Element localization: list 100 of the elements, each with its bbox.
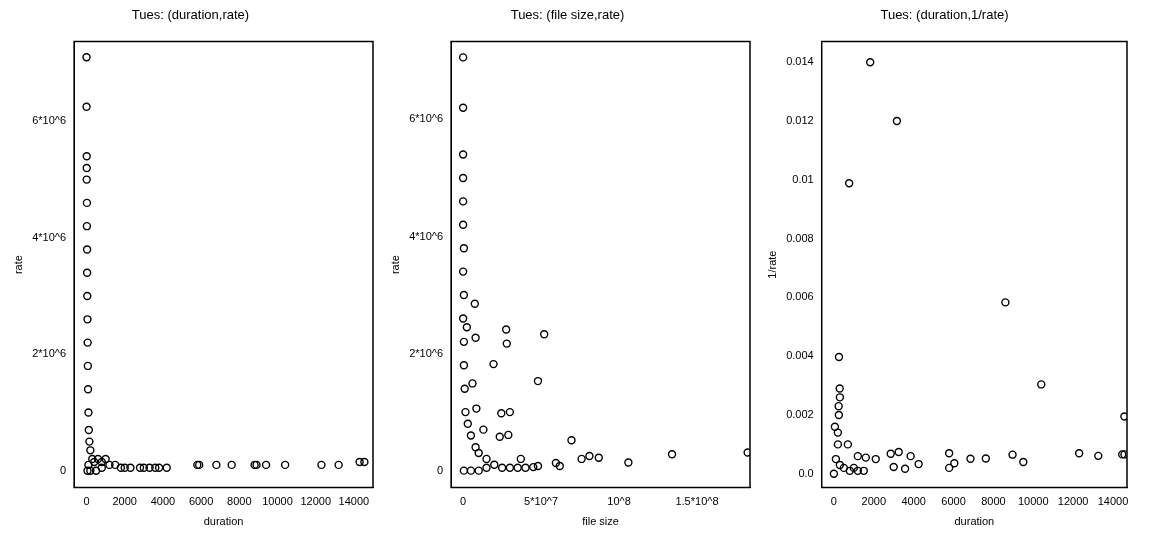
point (833, 428, 843, 437)
point (1037, 380, 1046, 389)
point (317, 460, 326, 470)
point (834, 410, 844, 420)
chart-title: Tues: (duration,rate) (131, 7, 250, 23)
point (981, 454, 991, 463)
point (458, 314, 468, 323)
point (844, 179, 854, 188)
point (212, 460, 221, 470)
point (834, 352, 844, 362)
point (497, 463, 507, 472)
point (667, 450, 677, 459)
y-tick-label: 0.004 (786, 349, 814, 362)
y-tick-label: 6*10^6 (32, 114, 67, 127)
y-tick-label: 4*10^6 (409, 229, 444, 242)
x-tick-label: 14000 (1097, 495, 1129, 508)
point (966, 454, 975, 463)
point (83, 338, 92, 347)
point (497, 409, 506, 418)
point (470, 299, 480, 309)
point (950, 459, 959, 468)
x-tick-label: 0 (460, 495, 467, 508)
point (529, 462, 538, 472)
x-tick-label: 12000 (1057, 495, 1089, 508)
point (853, 451, 863, 461)
point (460, 384, 469, 393)
point (82, 163, 91, 173)
point (521, 463, 530, 472)
point (1008, 450, 1017, 459)
point (482, 463, 491, 472)
point (135, 463, 145, 472)
point (459, 337, 469, 347)
point (502, 339, 511, 348)
point (533, 461, 543, 471)
point (84, 408, 93, 417)
point (585, 451, 594, 461)
point (843, 440, 853, 449)
y-tick-label: 0 (59, 463, 67, 476)
point (86, 466, 95, 475)
point (261, 460, 271, 470)
point (463, 419, 472, 428)
y-tick-label: 0.01 (792, 172, 814, 185)
point (906, 451, 915, 461)
x-tick-label: 5*10^7 (524, 495, 559, 508)
chart-title: Tues: (duration,1/rate) (880, 7, 1009, 23)
point (82, 268, 92, 277)
x-tick-label: 10^8 (607, 495, 631, 508)
point (944, 463, 954, 473)
point (474, 466, 483, 475)
x-tick-label: 0 (830, 495, 837, 508)
point (126, 463, 135, 472)
point (839, 463, 849, 473)
point (85, 437, 94, 446)
x-tick-label: 2000 (861, 495, 887, 508)
point (461, 407, 470, 417)
y-tick-label: 0.008 (786, 231, 814, 244)
point (516, 454, 526, 464)
x-tick-label: 4000 (901, 495, 926, 508)
point (88, 454, 97, 464)
point (360, 457, 369, 467)
point (280, 460, 290, 470)
x-tick-label: 8000 (981, 495, 1006, 508)
x-tick-label: 4000 (150, 495, 176, 508)
point (93, 454, 103, 464)
point (89, 457, 99, 467)
point (504, 430, 513, 440)
point (894, 447, 903, 457)
y-tick-label: 6*10^6 (409, 112, 444, 125)
point (501, 325, 511, 334)
point (82, 53, 91, 62)
point (105, 460, 114, 470)
point (97, 463, 107, 472)
point (91, 466, 101, 475)
point (555, 461, 564, 471)
point (479, 425, 488, 434)
point (495, 432, 504, 441)
x-tick-label: 10000 (262, 495, 293, 508)
point (83, 291, 92, 301)
y-tick-label: 4*10^6 (32, 230, 67, 243)
point (83, 361, 93, 371)
point (624, 458, 633, 467)
point (539, 330, 549, 339)
y-tick-label: 2*10^6 (409, 346, 444, 359)
x-tick-label: 12000 (300, 495, 331, 508)
y-axis-title: 1/rate (765, 250, 778, 279)
x-tick-label: 10000 (1017, 495, 1049, 508)
point (567, 435, 576, 445)
point (944, 449, 954, 458)
point (458, 220, 468, 229)
point (120, 463, 129, 472)
point (471, 333, 480, 342)
y-tick-label: 2*10^6 (32, 347, 67, 360)
point (468, 379, 477, 388)
point (466, 431, 476, 440)
x-axis-title: duration (954, 515, 995, 528)
point (889, 462, 898, 472)
point (82, 102, 91, 112)
point (97, 457, 107, 467)
point (462, 323, 472, 332)
point (86, 446, 95, 455)
